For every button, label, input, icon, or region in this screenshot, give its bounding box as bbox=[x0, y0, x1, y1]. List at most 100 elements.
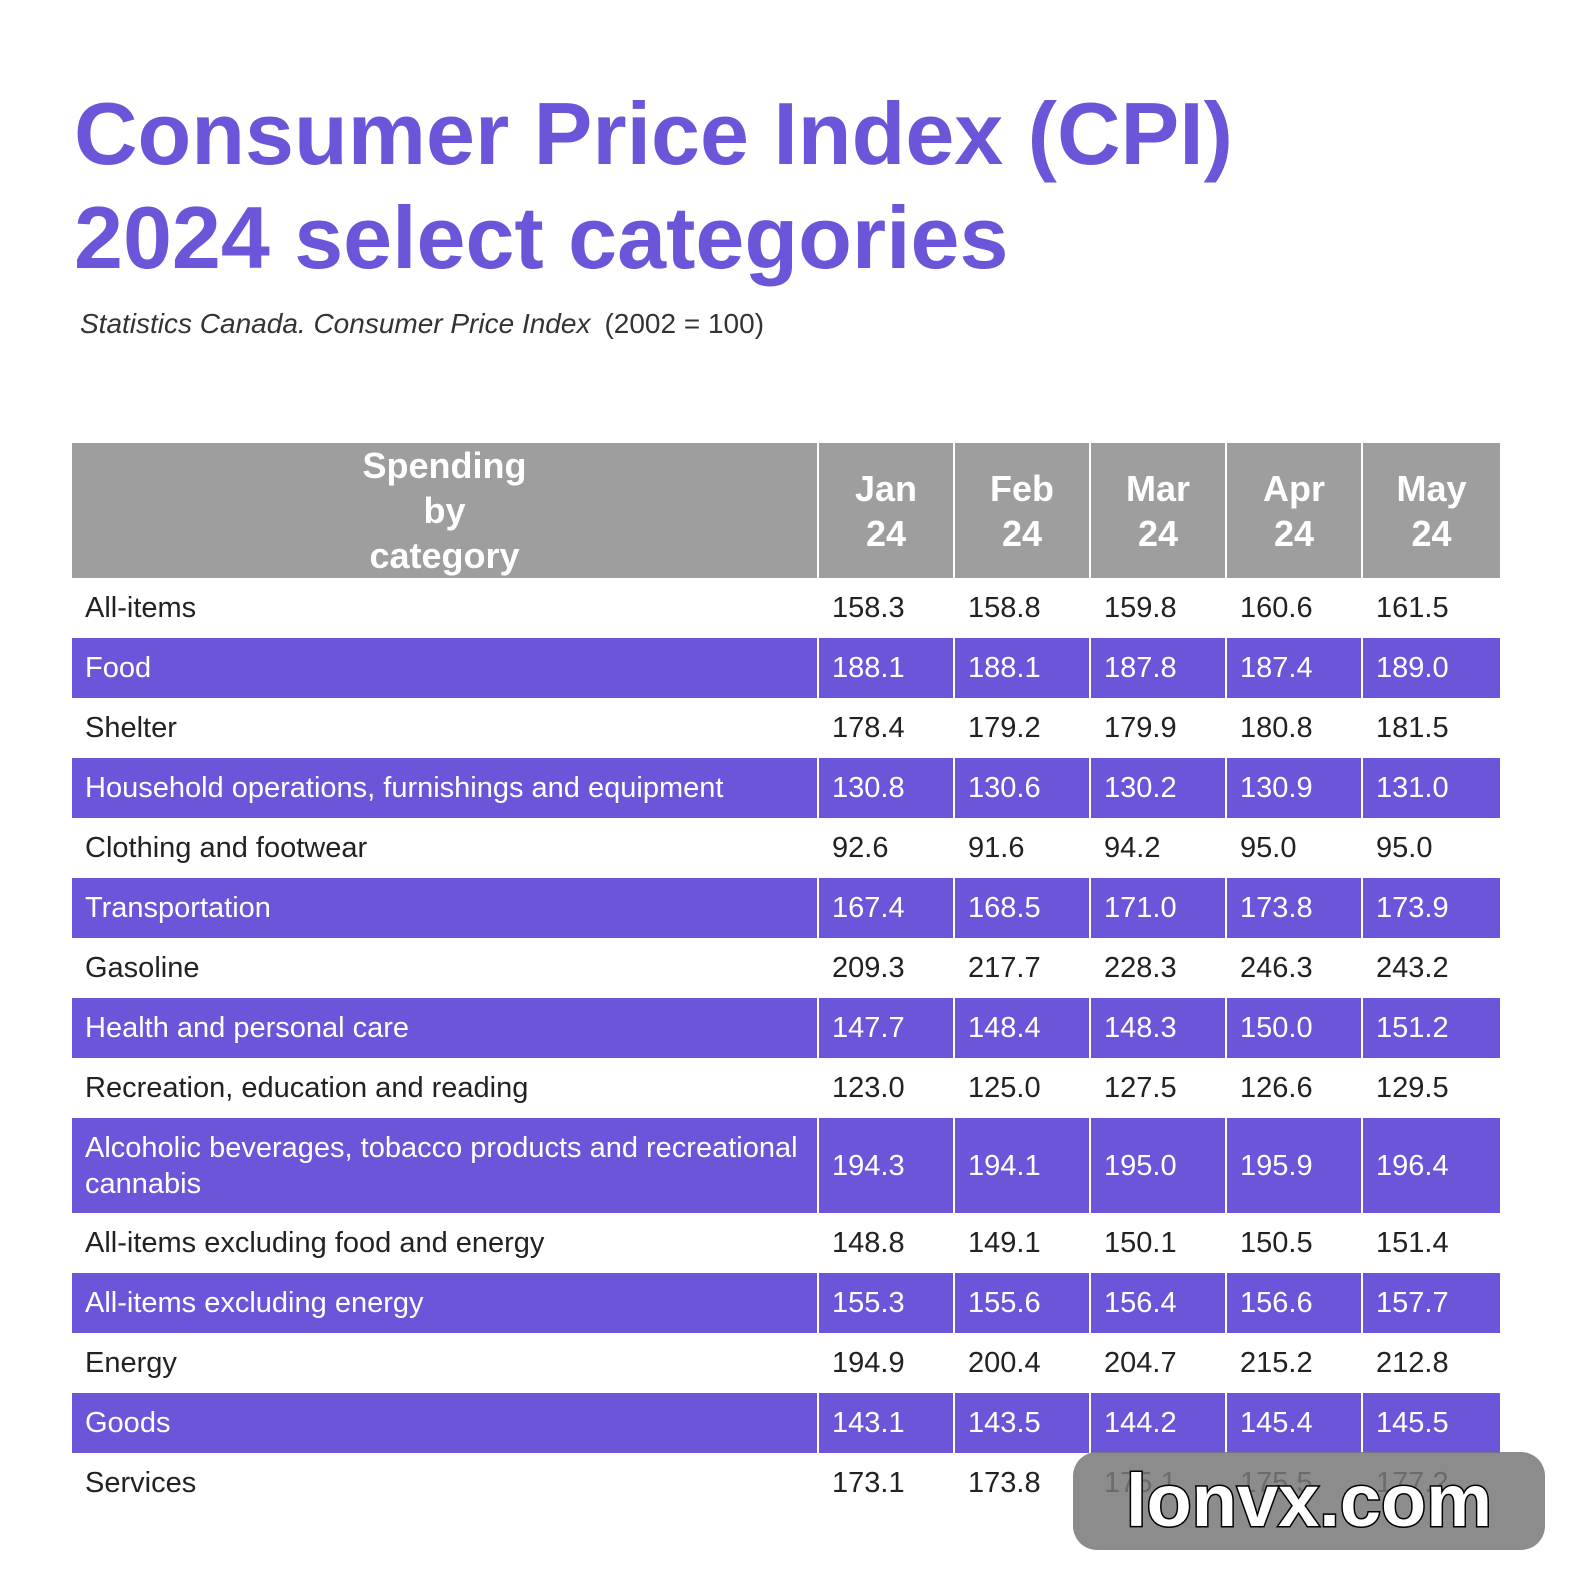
value-cell: 215.2 bbox=[1225, 1333, 1361, 1393]
value-cell: 156.6 bbox=[1225, 1273, 1361, 1333]
category-cell: Household operations, furnishings and eq… bbox=[72, 758, 817, 818]
value-cell: 151.4 bbox=[1361, 1213, 1500, 1273]
value-cell: 217.7 bbox=[953, 938, 1089, 998]
value-cell: 173.8 bbox=[953, 1453, 1089, 1513]
title-line: Consumer Price Index (CPI) bbox=[74, 84, 1233, 183]
value-cell: 145.5 bbox=[1361, 1393, 1500, 1453]
value-cell: 95.0 bbox=[1225, 818, 1361, 878]
column-header: Spending by category bbox=[72, 443, 817, 578]
value-cell: 155.6 bbox=[953, 1273, 1089, 1333]
value-cell: 194.3 bbox=[817, 1118, 953, 1213]
value-cell: 150.5 bbox=[1225, 1213, 1361, 1273]
category-cell: All-items bbox=[85, 592, 197, 624]
source: Statistics Canada. Consumer Price Index bbox=[80, 308, 591, 339]
value-cell: 179.2 bbox=[953, 698, 1089, 758]
table-body: All-items 158.3 158.8 159.8 160.6 161.5 Food 18… bbox=[72, 578, 1500, 1513]
table-row: Clothing and footwear 92.6 91.6 94.2 95.0 95.… bbox=[72, 818, 1500, 878]
title-line: 2024 select categories bbox=[74, 188, 1009, 287]
value-cell: 161.5 bbox=[1361, 578, 1500, 638]
value-cell: 92.6 bbox=[817, 818, 953, 878]
value-cell: 195.9 bbox=[1225, 1118, 1361, 1213]
subtitle: Statistics Canada. Consumer Price Index (… bbox=[80, 308, 764, 340]
value-cell: 212.8 bbox=[1361, 1333, 1500, 1393]
value-cell: 187.4 bbox=[1225, 638, 1361, 698]
category-cell: Clothing and footwear bbox=[85, 832, 368, 864]
value-cell: 126.6 bbox=[1225, 1058, 1361, 1118]
value-cell: 187.8 bbox=[1089, 638, 1225, 698]
value-cell: 196.4 bbox=[1361, 1118, 1500, 1213]
base: (2002 = 100) bbox=[604, 308, 765, 339]
value-cell: 129.5 bbox=[1361, 1058, 1500, 1118]
value-cell: 143.5 bbox=[953, 1393, 1089, 1453]
category-cell: Goods bbox=[72, 1393, 817, 1453]
value-cell: 143.1 bbox=[817, 1393, 953, 1453]
value-cell: 178.4 bbox=[817, 698, 953, 758]
value-cell: 130.6 bbox=[953, 758, 1089, 818]
value-cell: 157.7 bbox=[1361, 1273, 1500, 1333]
table-row: Gasoline 209.3 217.7 228.3 246.3 243.2 bbox=[72, 938, 1500, 998]
value-cell: 171.0 bbox=[1089, 878, 1225, 938]
table-row: Health and personal care 147.7 148.4 148.3 1… bbox=[72, 998, 1500, 1058]
value-cell: 131.0 bbox=[1361, 758, 1500, 818]
value-cell: 228.3 bbox=[1089, 938, 1225, 998]
value-cell: 148.3 bbox=[1089, 998, 1225, 1058]
category-cell: Services bbox=[85, 1467, 197, 1499]
value-cell: 158.8 bbox=[953, 578, 1089, 638]
table-row: Recreation, education and reading 123.0 12… bbox=[72, 1058, 1500, 1118]
value-cell: 179.9 bbox=[1089, 698, 1225, 758]
value-cell: 94.2 bbox=[1089, 818, 1225, 878]
value-cell: 243.2 bbox=[1361, 938, 1500, 998]
value-cell: 144.2 bbox=[1089, 1393, 1225, 1453]
value-cell: 148.4 bbox=[953, 998, 1089, 1058]
category-cell: Shelter bbox=[85, 712, 177, 744]
column-header: Feb 24 bbox=[953, 443, 1089, 578]
value-cell: 155.3 bbox=[817, 1273, 953, 1333]
value-cell: 167.4 bbox=[817, 878, 953, 938]
value-cell: 194.1 bbox=[953, 1118, 1089, 1213]
value-cell: 173.1 bbox=[817, 1453, 953, 1513]
table-row: All-items excluding food and energy 148.8… bbox=[72, 1213, 1500, 1273]
value-cell: 158.3 bbox=[817, 578, 953, 638]
value-cell: 160.6 bbox=[1225, 578, 1361, 638]
value-cell: 156.4 bbox=[1089, 1273, 1225, 1333]
category-cell: All-items excluding energy bbox=[72, 1273, 817, 1333]
category-cell: Transportation bbox=[72, 878, 817, 938]
table-row: All-items excluding energy 155.3 155.6 156.… bbox=[72, 1273, 1500, 1333]
value-cell: 189.0 bbox=[1361, 638, 1500, 698]
column-header-text: Apr 24 bbox=[1263, 467, 1325, 554]
column-header-text: May 24 bbox=[1396, 467, 1467, 554]
value-cell: 181.5 bbox=[1361, 698, 1500, 758]
column-header-text: Mar 24 bbox=[1125, 467, 1191, 554]
value-cell: 150.1 bbox=[1089, 1213, 1225, 1273]
value-cell: 150.0 bbox=[1225, 998, 1361, 1058]
category-cell: All-items excluding food and energy bbox=[85, 1227, 545, 1259]
value-cell: 194.9 bbox=[817, 1333, 953, 1393]
column-header-text: Jan 24 bbox=[854, 467, 918, 554]
value-cell: 127.5 bbox=[1089, 1058, 1225, 1118]
value-cell: 173.9 bbox=[1361, 878, 1500, 938]
value-cell: 95.0 bbox=[1361, 818, 1500, 878]
column-header: May 24 bbox=[1361, 443, 1500, 578]
column-header: Jan 24 bbox=[817, 443, 953, 578]
value-cell: 91.6 bbox=[953, 818, 1089, 878]
table-row: Food 188.1 188.1 187.8 187.4 189.0 bbox=[72, 638, 1500, 698]
value-cell: 130.2 bbox=[1089, 758, 1225, 818]
title: Consumer Price Index (CPI) 2024 select c… bbox=[74, 82, 1233, 290]
category-cell: Food bbox=[72, 638, 817, 698]
category-cell: Energy bbox=[85, 1347, 177, 1379]
cpi-table: Spending by category Jan 24 Feb 24 Mar 24 Ap… bbox=[72, 443, 1500, 1513]
table-row: Transportation 167.4 168.5 171.0 173.8 173.9 bbox=[72, 878, 1500, 938]
value-cell: 246.3 bbox=[1225, 938, 1361, 998]
value-cell: 149.1 bbox=[953, 1213, 1089, 1273]
column-header: Apr 24 bbox=[1225, 443, 1361, 578]
value-cell: 173.8 bbox=[1225, 878, 1361, 938]
value-cell: 145.4 bbox=[1225, 1393, 1361, 1453]
value-cell: 200.4 bbox=[953, 1333, 1089, 1393]
value-cell: 204.7 bbox=[1089, 1333, 1225, 1393]
category-cell: Recreation, education and reading bbox=[85, 1072, 529, 1104]
value-cell: 195.0 bbox=[1089, 1118, 1225, 1213]
column-header-text: Feb 24 bbox=[989, 467, 1054, 554]
value-cell: 168.5 bbox=[953, 878, 1089, 938]
value-cell: 147.7 bbox=[817, 998, 953, 1058]
category-cell: Alcoholic beverages, tobacco products an… bbox=[72, 1118, 817, 1213]
